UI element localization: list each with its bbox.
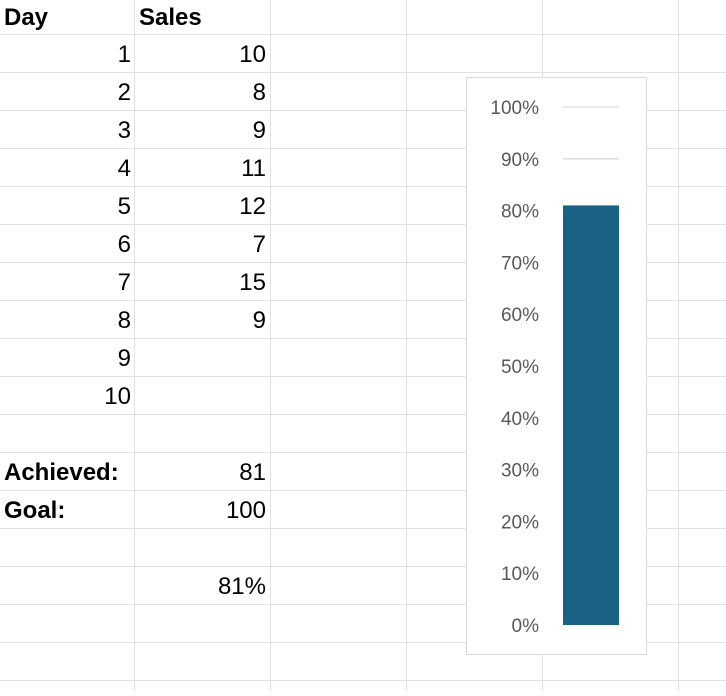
- achieved-value[interactable]: 81: [239, 459, 266, 486]
- goal-label[interactable]: Goal:: [4, 497, 66, 524]
- achieved-label[interactable]: Achieved:: [4, 459, 119, 486]
- day-cell[interactable]: 5: [117, 193, 131, 220]
- y-tick-label: 100%: [490, 98, 539, 119]
- y-tick-label: 70%: [501, 253, 539, 274]
- header-day[interactable]: Day: [4, 4, 49, 31]
- sales-cell[interactable]: [135, 340, 266, 378]
- sales-cell[interactable]: 8: [252, 79, 266, 106]
- day-cell[interactable]: 3: [117, 117, 131, 144]
- chart-canvas: 0% 10% 20% 30% 40% 50% 60% 70% 80% 90% 100%: [490, 98, 619, 637]
- sales-cell[interactable]: 11: [241, 155, 266, 182]
- day-cell[interactable]: 10: [104, 383, 131, 410]
- y-tick-label: 10%: [501, 564, 539, 585]
- progress-chart[interactable]: 0% 10% 20% 30% 40% 50% 60% 70% 80% 90% 100%: [466, 77, 647, 655]
- goal-value[interactable]: 100: [225, 497, 266, 524]
- day-cell[interactable]: 8: [117, 307, 131, 334]
- sales-cell[interactable]: 9: [252, 307, 266, 334]
- day-cell[interactable]: 4: [117, 155, 131, 182]
- percent-value[interactable]: 81%: [217, 573, 266, 600]
- y-tick-label: 90%: [501, 150, 539, 171]
- y-tick-label: 30%: [501, 461, 539, 482]
- y-tick-label: 20%: [501, 512, 539, 533]
- day-cell[interactable]: 6: [117, 231, 131, 258]
- day-cell[interactable]: 1: [117, 41, 131, 68]
- y-tick-label: 0%: [512, 616, 540, 637]
- progress-bar[interactable]: [563, 205, 619, 626]
- day-cell[interactable]: 7: [117, 269, 131, 296]
- sales-cell[interactable]: 9: [252, 117, 266, 144]
- y-tick-label: 50%: [501, 357, 539, 378]
- header-sales[interactable]: Sales: [139, 4, 202, 31]
- y-tick-label: 60%: [501, 305, 539, 326]
- sales-cell[interactable]: 7: [252, 231, 266, 258]
- sales-cell[interactable]: 10: [239, 41, 266, 68]
- day-cell[interactable]: 2: [117, 79, 131, 106]
- day-cell[interactable]: 9: [117, 345, 131, 372]
- sales-cell[interactable]: [135, 378, 266, 416]
- y-tick-label: 80%: [501, 202, 539, 223]
- y-tick-label: 40%: [501, 409, 539, 430]
- sales-cell[interactable]: 15: [239, 269, 266, 296]
- sales-cell[interactable]: 12: [239, 193, 266, 220]
